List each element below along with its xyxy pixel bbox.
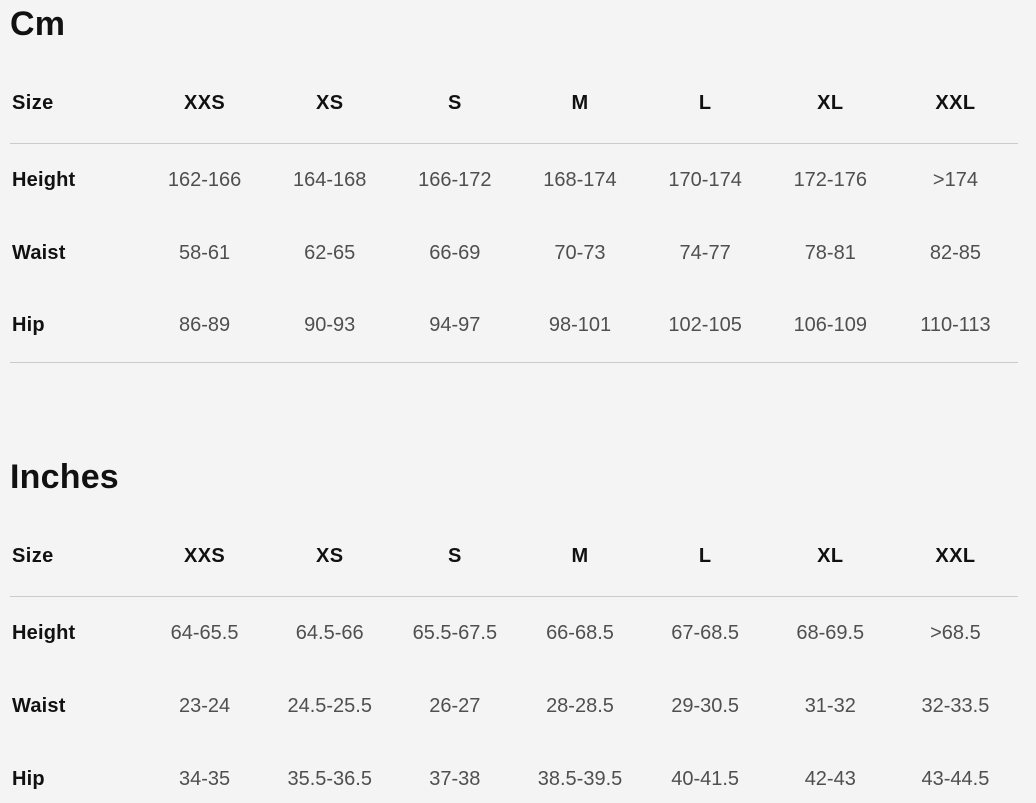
size-value-cell: 168-174 (543, 168, 617, 191)
size-value-cell: 66-69 (429, 241, 481, 264)
size-value-cell: 94-97 (392, 289, 518, 363)
column-header-xxl: XXL (892, 42, 1018, 144)
section-title-cm: Cm (10, 5, 66, 43)
size-value-cell: 35.5-36.5 (287, 767, 372, 790)
size-table-cm: Size XXS XS S M L XL XXL Height 162-166 164-168 166… (10, 42, 1018, 363)
size-value-cell: 32-33.5 (921, 694, 990, 717)
column-header-row: Size XXS XS S M L XL XXL (10, 495, 1018, 597)
column-header-xs: XS (267, 42, 393, 144)
size-value-cell: 58-61 (178, 241, 231, 264)
size-value-cell: 28-28.5 (546, 694, 614, 717)
size-value-cell: 98-101 (517, 289, 643, 363)
column-header-xs: XS (267, 495, 393, 597)
size-value-cell: 70-73 (554, 241, 606, 264)
size-value-cell: 162-166 (167, 168, 242, 191)
column-header-xxs: XXS (142, 42, 268, 144)
row-label: Height (12, 621, 76, 644)
size-value-cell: 24.5-25.5 (287, 694, 372, 717)
row-label: Waist (12, 694, 66, 717)
size-value-cell: 26-27 (429, 694, 481, 717)
size-value-cell: 82-85 (929, 241, 981, 264)
size-value-cell: 64-65.5 (170, 621, 239, 644)
size-value-cell: 106-109 (767, 289, 893, 363)
size-value-cell: >174 (932, 168, 978, 191)
size-column-header: Size (10, 495, 142, 597)
size-value-cell: 64.5-66 (295, 621, 364, 644)
table-row-height: Height 162-166 164-168 166-172 168-174 170-17… (10, 144, 1018, 217)
column-header-l: L (642, 495, 768, 597)
size-value-cell: 29-30.5 (671, 694, 740, 717)
size-value-cell: 172-176 (793, 168, 867, 191)
size-value-cell: 66-68.5 (546, 621, 614, 644)
column-header-xl: XL (767, 42, 893, 144)
section-title-inches: Inches (10, 458, 119, 496)
size-value-cell: 68-69.5 (796, 621, 865, 644)
size-value-cell: 37-38 (429, 767, 481, 790)
size-value-cell: 78-81 (804, 241, 856, 264)
row-label: Hip (12, 767, 45, 790)
size-value-cell: 170-174 (668, 168, 742, 191)
size-value-cell: 38.5-39.5 (537, 767, 623, 790)
size-value-cell: 40-41.5 (671, 767, 740, 790)
row-label: Waist (12, 241, 66, 264)
size-value-cell: 31-32 (804, 694, 856, 717)
column-header-xl: XL (767, 495, 893, 597)
size-value-cell: 86-89 (142, 289, 268, 363)
column-header-xxl: XXL (892, 495, 1018, 597)
column-header-xxs: XXS (142, 495, 268, 597)
row-label: Height (12, 168, 76, 191)
size-value-cell: 43-44.5 (921, 767, 990, 790)
size-value-cell: 65.5-67.5 (412, 621, 498, 644)
table-row-waist: Waist 58-61 62-65 66-69 70-73 74-77 78-81 82-85 (10, 217, 1018, 290)
size-value-cell: 34-35 (178, 767, 231, 790)
column-header-s: S (392, 42, 518, 144)
column-header-s: S (392, 495, 518, 597)
size-value-cell: >68.5 (930, 621, 981, 644)
table-row-height: Height 64-65.5 64.5-66 65.5-67.5 66-68.5 67-6… (10, 597, 1018, 670)
section-cm: Cm Size XXS XS S M L XL XXL Height 162-166 164-168… (10, 6, 1018, 363)
column-header-m: M (517, 42, 643, 144)
size-value-cell: 67-68.5 (671, 621, 740, 644)
size-value-cell: 110-113 (892, 289, 1018, 363)
size-value-cell: 74-77 (679, 241, 731, 264)
size-value-cell: 90-93 (267, 289, 393, 363)
column-header-l: L (642, 42, 768, 144)
table-row-hip: Hip 86-89 90-93 94-97 98-101 102-105 106-109 11… (10, 289, 1018, 363)
column-header-row: Size XXS XS S M L XL XXL (10, 42, 1018, 144)
row-label: Hip (10, 289, 142, 363)
section-inches: Inches Size XXS XS S M L XL XXL Height 64-65.5 64.… (10, 459, 1018, 803)
size-value-cell: 62-65 (304, 241, 356, 264)
column-header-m: M (517, 495, 643, 597)
size-value-cell: 164-168 (293, 168, 367, 191)
table-row-hip: Hip 34-35 35.5-36.5 37-38 38.5-39.5 40-41.5 42… (10, 743, 1018, 803)
size-value-cell: 102-105 (642, 289, 768, 363)
size-value-cell: 23-24 (178, 694, 231, 717)
table-row-waist: Waist 23-24 24.5-25.5 26-27 28-28.5 29-30.5 31… (10, 670, 1018, 743)
size-value-cell: 42-43 (804, 767, 856, 790)
size-column-header: Size (10, 42, 142, 144)
size-table-inches: Size XXS XS S M L XL XXL Height 64-65.5 64.5-66 65.… (10, 495, 1018, 803)
size-value-cell: 166-172 (418, 168, 492, 191)
